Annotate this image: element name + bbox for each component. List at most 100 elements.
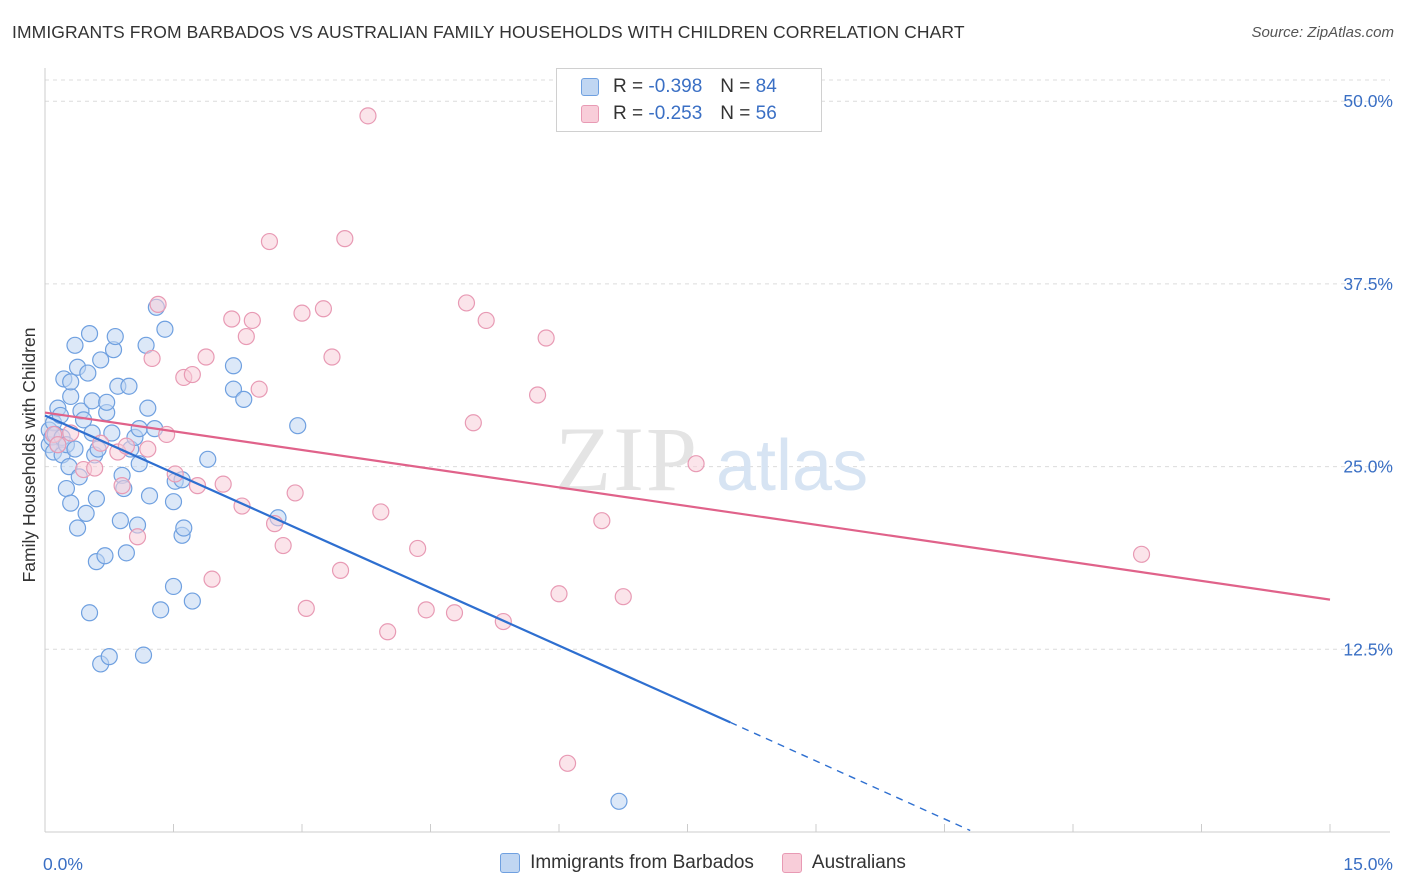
data-point — [86, 459, 104, 477]
grid-layer — [45, 79, 1390, 650]
data-point — [687, 455, 705, 473]
data-point — [57, 479, 76, 498]
data-point — [68, 519, 87, 537]
data-point — [250, 380, 268, 398]
data-point — [143, 349, 161, 368]
data-point — [293, 304, 311, 322]
data-point — [323, 348, 341, 366]
points-layer — [40, 107, 1151, 810]
chart-title: IMMIGRANTS FROM BARBADOS VS AUSTRALIAN F… — [12, 22, 965, 42]
data-point — [314, 300, 333, 318]
data-point — [117, 544, 135, 562]
data-point — [80, 325, 99, 343]
data-point — [87, 490, 106, 508]
label-layer: 12.5% 25.0% 37.5% 50.0% 0.0% 15.0% — [43, 91, 1393, 874]
y-tick-label: 25.0% — [1343, 457, 1393, 477]
data-point — [140, 487, 159, 505]
data-point — [593, 512, 611, 530]
source-label: Source: ZipAtlas.com — [1251, 24, 1394, 41]
legend-n-value: 84 — [755, 76, 777, 97]
data-point — [331, 561, 350, 579]
data-point — [203, 570, 221, 588]
data-point — [359, 107, 377, 125]
legend-row-australians: R = -0.253 N = 56 — [581, 101, 777, 127]
data-point — [66, 336, 84, 354]
data-point — [537, 329, 555, 347]
data-point — [614, 588, 632, 606]
legend-r-label: R = — [613, 76, 644, 97]
data-point — [152, 601, 170, 619]
data-point — [477, 311, 495, 330]
data-point — [66, 440, 84, 458]
series-australians — [44, 107, 1151, 772]
watermark: ZIP atlas — [555, 408, 868, 510]
data-point — [417, 601, 435, 619]
y-tick-label: 50.0% — [1343, 91, 1393, 111]
bottom-legend-swatch-barbados — [500, 853, 521, 873]
data-point — [223, 310, 241, 328]
legend-n-value: 56 — [755, 103, 777, 124]
legend-row-barbados: R = -0.398 N = 84 — [581, 74, 777, 100]
data-point — [103, 424, 121, 442]
data-point — [49, 436, 67, 454]
data-point — [336, 230, 354, 248]
legend-r-value: -0.398 — [648, 76, 703, 97]
data-point — [243, 311, 261, 330]
trend-layer — [44, 411, 1331, 832]
data-point — [130, 420, 148, 438]
bottom-legend: Immigrants from Barbados Australians — [0, 852, 1406, 874]
legend-swatch-barbados — [581, 78, 599, 96]
trend-line-barbados — [44, 414, 731, 724]
bottom-legend-label-barbados: Immigrants from Barbados — [530, 852, 754, 873]
data-point — [183, 592, 201, 610]
data-point — [550, 585, 568, 603]
legend-r-value: -0.253 — [648, 103, 703, 124]
trend-line-australians — [44, 411, 1331, 601]
data-point — [134, 646, 153, 664]
data-point — [111, 512, 129, 530]
data-point — [286, 484, 304, 502]
data-point — [379, 623, 397, 641]
data-point — [62, 373, 80, 391]
data-point — [224, 357, 243, 375]
data-point — [106, 327, 124, 346]
legend-swatch-australians — [581, 105, 599, 123]
data-point — [98, 393, 116, 411]
trend-line-barbados-extension — [730, 721, 971, 832]
bottom-legend-item-barbados: Immigrants from Barbados — [500, 852, 754, 874]
data-point — [175, 519, 193, 537]
data-point — [199, 450, 217, 468]
data-point — [80, 604, 99, 622]
data-point — [149, 295, 167, 313]
bottom-legend-label-australians: Australians — [811, 852, 906, 873]
data-point — [528, 386, 547, 404]
data-point — [445, 604, 464, 622]
data-point — [96, 547, 114, 565]
data-point — [274, 536, 292, 555]
data-point — [558, 754, 577, 772]
data-point — [289, 417, 307, 435]
data-point — [62, 494, 80, 512]
data-point — [197, 348, 215, 366]
legend-n-label: N = — [720, 76, 751, 97]
data-point — [62, 387, 80, 406]
data-point — [77, 504, 95, 522]
data-point — [100, 648, 118, 666]
x-tick-label-max: 15.0% — [1343, 854, 1393, 874]
data-point — [164, 493, 183, 511]
data-point — [260, 232, 279, 251]
data-point — [224, 380, 243, 398]
watermark-zip: ZIP — [555, 408, 699, 510]
data-point — [120, 377, 138, 395]
x-tick-label-min: 0.0% — [43, 854, 83, 874]
data-point — [457, 294, 476, 312]
data-point — [1132, 545, 1151, 563]
y-axis-title: Family Households with Children — [19, 328, 39, 583]
data-point — [372, 503, 390, 521]
watermark-atlas: atlas — [716, 426, 868, 506]
data-point — [139, 399, 157, 417]
data-point — [156, 320, 174, 338]
y-tick-label: 12.5% — [1343, 639, 1393, 659]
bottom-legend-swatch-australians — [781, 853, 802, 873]
data-point — [183, 365, 201, 384]
